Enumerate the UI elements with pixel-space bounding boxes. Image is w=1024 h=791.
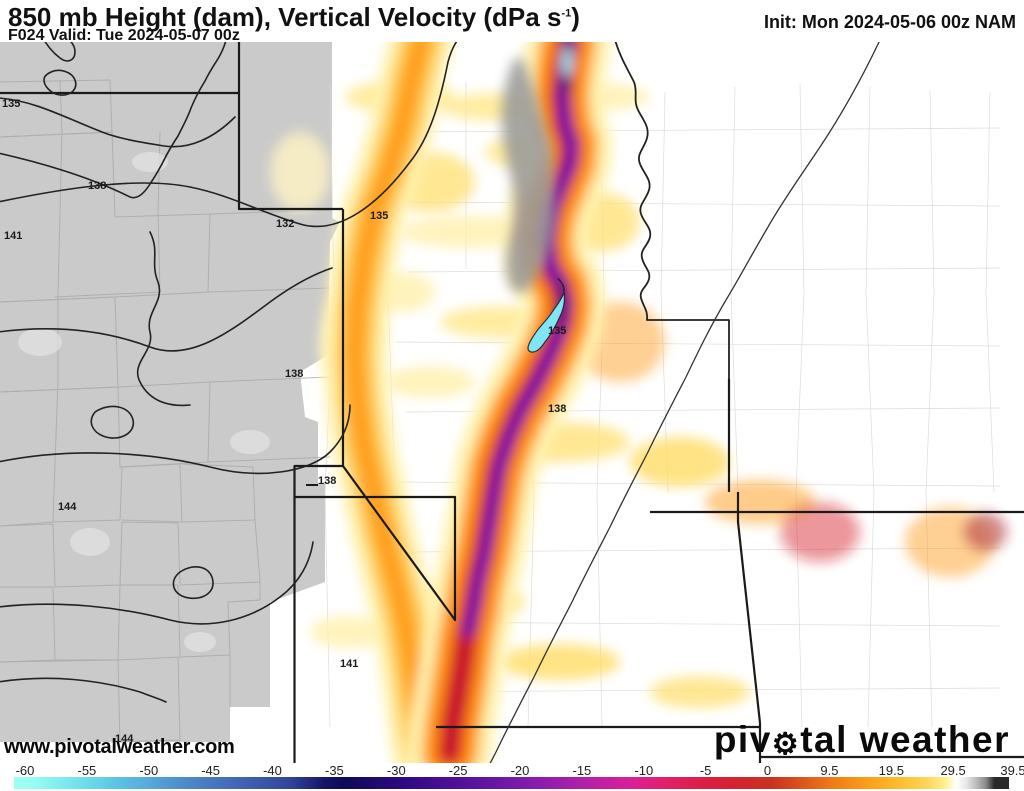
svg-text:138: 138 — [318, 475, 336, 487]
svg-text:138: 138 — [285, 368, 303, 380]
svg-text:141: 141 — [340, 658, 358, 670]
svg-text:135: 135 — [548, 325, 566, 337]
svg-text:138: 138 — [88, 180, 106, 192]
svg-text:141: 141 — [4, 230, 22, 242]
svg-text:144: 144 — [58, 501, 77, 513]
svg-text:135: 135 — [2, 98, 20, 110]
svg-text:138: 138 — [548, 403, 566, 415]
svg-text:132: 132 — [276, 218, 294, 230]
svg-text:135: 135 — [370, 210, 388, 222]
